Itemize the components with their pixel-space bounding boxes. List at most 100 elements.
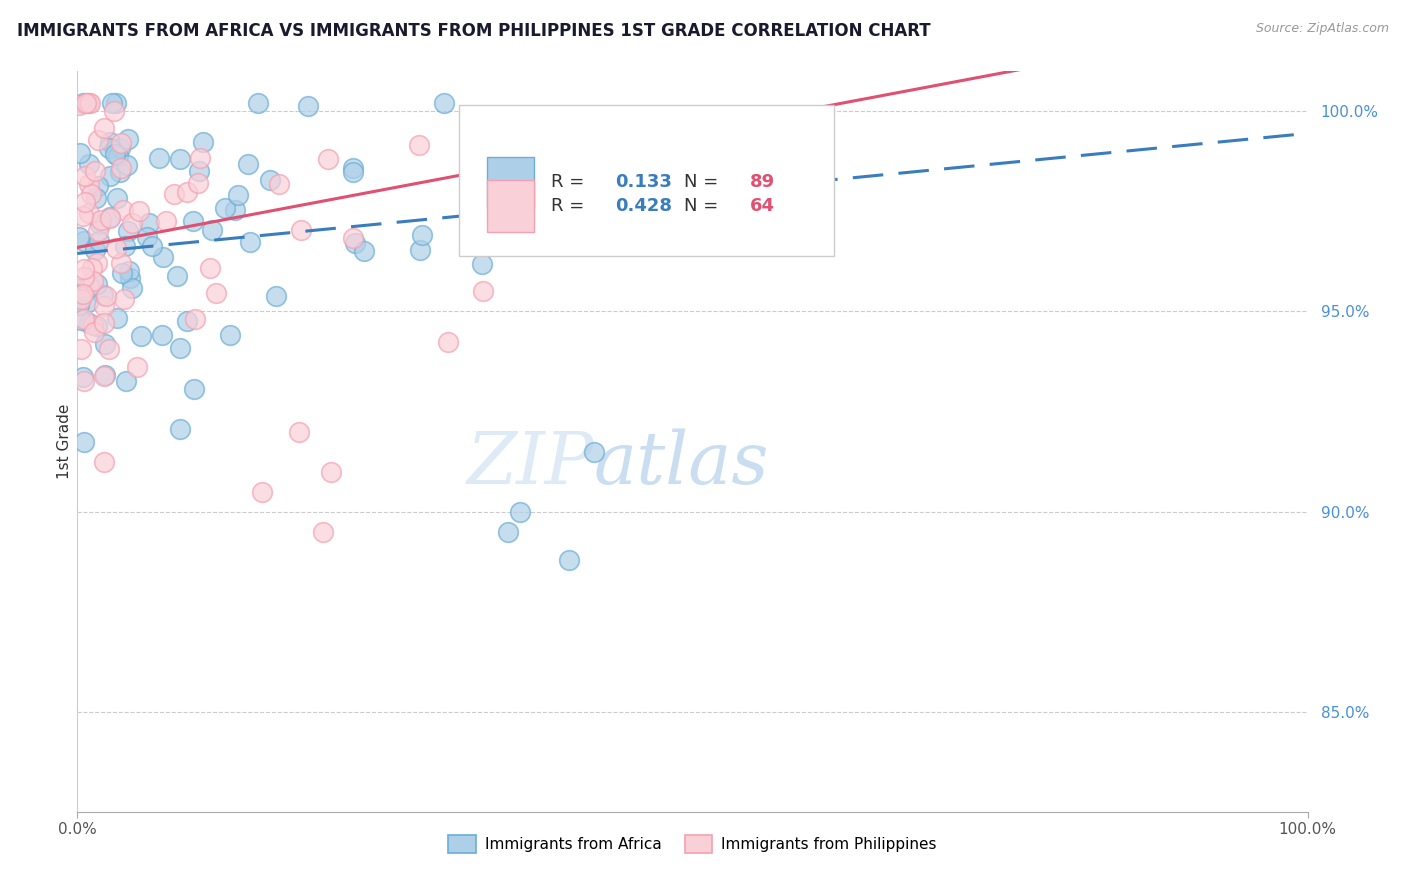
Point xyxy=(344,236,367,251)
Point xyxy=(72,234,94,248)
Point xyxy=(163,187,186,202)
Point xyxy=(110,256,132,270)
Point xyxy=(155,214,177,228)
Point xyxy=(82,318,104,332)
Point xyxy=(103,103,125,118)
Point xyxy=(86,256,108,270)
Point xyxy=(72,287,94,301)
Point xyxy=(67,97,90,112)
Text: N =: N = xyxy=(683,173,724,192)
Point xyxy=(201,223,224,237)
Point xyxy=(193,135,215,149)
Point xyxy=(73,261,96,276)
Point xyxy=(117,224,139,238)
Point xyxy=(150,328,173,343)
Point xyxy=(121,281,143,295)
Point xyxy=(176,185,198,199)
Point xyxy=(184,311,207,326)
Point xyxy=(409,244,432,258)
Text: 64: 64 xyxy=(751,197,775,215)
Text: 0.428: 0.428 xyxy=(614,197,672,215)
Point xyxy=(87,179,110,194)
Point xyxy=(91,287,114,301)
Point xyxy=(471,284,494,298)
Point xyxy=(111,202,134,217)
Point xyxy=(138,216,160,230)
Point xyxy=(77,278,100,293)
Point xyxy=(86,318,108,333)
Point xyxy=(316,152,339,166)
Point xyxy=(104,147,127,161)
Point xyxy=(188,151,211,165)
Text: R =: R = xyxy=(551,173,591,192)
Point xyxy=(98,211,121,225)
Point xyxy=(77,316,100,330)
Point xyxy=(72,209,94,223)
Point xyxy=(169,422,191,436)
Point xyxy=(67,229,90,244)
Point xyxy=(108,165,131,179)
Y-axis label: 1st Grade: 1st Grade xyxy=(56,404,72,479)
Point xyxy=(183,382,205,396)
Point xyxy=(411,228,433,243)
Point xyxy=(353,244,375,258)
Bar xyxy=(486,156,534,209)
Point xyxy=(471,257,494,271)
Point xyxy=(86,133,108,147)
Point xyxy=(236,157,259,171)
Point xyxy=(121,216,143,230)
Point xyxy=(110,161,132,175)
Point xyxy=(77,295,100,310)
Point xyxy=(472,139,495,153)
Point xyxy=(93,455,115,469)
Point xyxy=(67,282,90,296)
Bar xyxy=(486,180,534,232)
Point xyxy=(558,552,581,566)
Point xyxy=(105,96,128,111)
Point xyxy=(169,152,191,166)
Point xyxy=(264,289,287,303)
Point xyxy=(583,444,606,458)
Point xyxy=(460,202,482,216)
Point xyxy=(94,288,117,302)
Point xyxy=(187,176,209,190)
Point xyxy=(114,238,136,252)
Point xyxy=(73,434,96,449)
Point xyxy=(84,243,107,257)
Point xyxy=(290,223,312,237)
Point xyxy=(176,313,198,327)
Point xyxy=(319,465,342,479)
Point xyxy=(181,213,204,227)
Point xyxy=(205,286,228,301)
Point xyxy=(128,204,150,219)
Point xyxy=(93,316,115,330)
Text: Source: ZipAtlas.com: Source: ZipAtlas.com xyxy=(1256,22,1389,36)
Point xyxy=(250,484,273,499)
Point xyxy=(496,524,519,539)
Point xyxy=(129,329,152,343)
Point xyxy=(226,188,249,202)
Point xyxy=(107,149,129,163)
Point xyxy=(98,210,121,224)
Text: N =: N = xyxy=(683,197,724,215)
Point xyxy=(463,160,485,174)
Point xyxy=(72,312,94,326)
Point xyxy=(267,177,290,191)
Point xyxy=(67,298,90,312)
Point xyxy=(75,194,97,209)
Point xyxy=(118,270,141,285)
Point xyxy=(169,342,191,356)
Point xyxy=(77,206,100,220)
Point xyxy=(239,235,262,250)
Point xyxy=(141,238,163,252)
Point xyxy=(188,163,211,178)
Point xyxy=(72,270,94,285)
Point xyxy=(98,343,121,357)
Point xyxy=(509,505,531,519)
Point xyxy=(93,299,115,313)
Point xyxy=(342,161,364,176)
Point xyxy=(67,287,90,301)
Point xyxy=(90,213,112,227)
Point xyxy=(94,368,117,382)
Point xyxy=(200,261,222,276)
